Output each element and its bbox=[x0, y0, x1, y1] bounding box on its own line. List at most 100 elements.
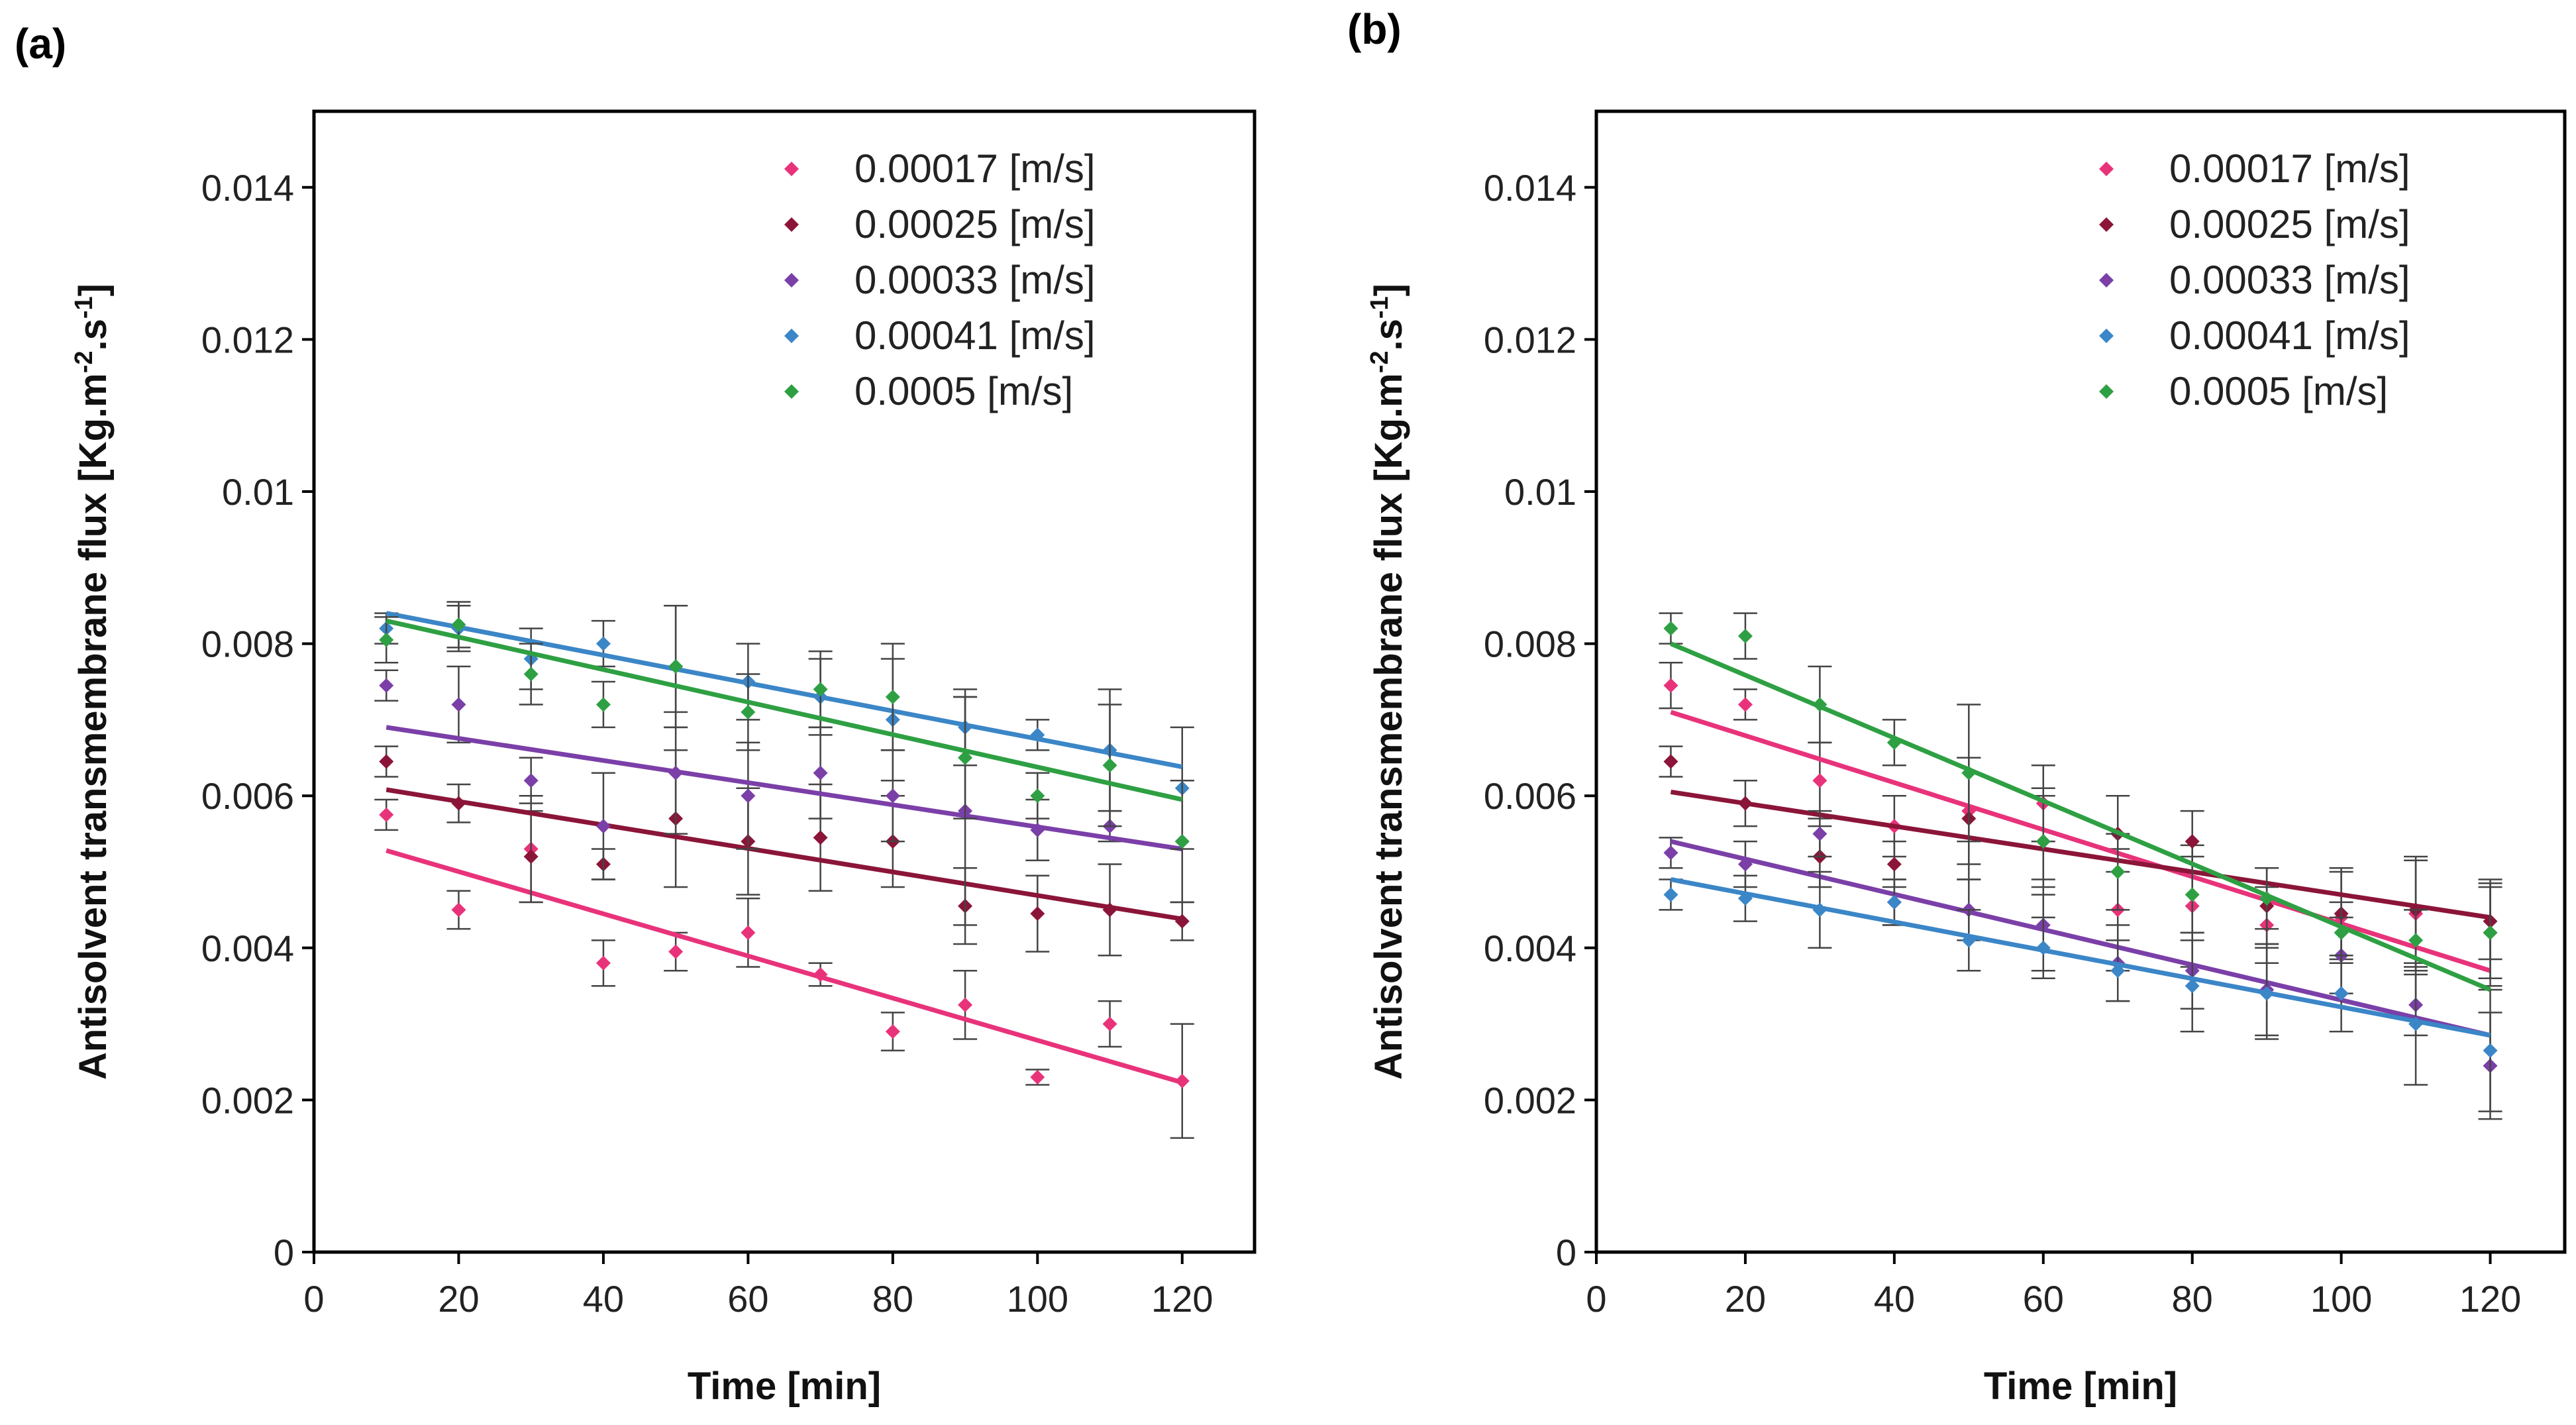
legend-label: 0.0005 [m/s] bbox=[854, 369, 1073, 413]
data-point bbox=[451, 796, 466, 811]
trend-line bbox=[1670, 790, 2491, 920]
data-point bbox=[741, 925, 756, 940]
data-point bbox=[1737, 796, 1753, 811]
data-point bbox=[1737, 857, 1753, 872]
legend-marker bbox=[2099, 217, 2114, 232]
data-point bbox=[595, 955, 611, 971]
trend-line bbox=[1670, 839, 2491, 1038]
legend-label: 0.00041 [m/s] bbox=[2169, 313, 2410, 358]
plot-area bbox=[312, 109, 1257, 1254]
data-point bbox=[1886, 894, 1902, 910]
x-tick-label: 20 bbox=[1725, 1278, 1766, 1320]
panel-b: (b) Time [min] Antisolvent transmembrane… bbox=[1347, 5, 2567, 1408]
data-point bbox=[595, 636, 611, 651]
data-point bbox=[2483, 925, 2498, 940]
data-point bbox=[1812, 826, 1828, 841]
y-tick-label: 0 bbox=[274, 1232, 294, 1273]
data-point bbox=[2334, 925, 2349, 940]
legend-label: 0.00033 [m/s] bbox=[854, 258, 1096, 302]
y-tick-label: 0.004 bbox=[1484, 927, 1576, 969]
data-point bbox=[1886, 735, 1902, 750]
data-point bbox=[1102, 1016, 1117, 1031]
data-point bbox=[1030, 727, 1045, 743]
data-point bbox=[523, 666, 539, 682]
data-point bbox=[2334, 986, 2349, 1001]
data-point bbox=[595, 697, 611, 712]
data-point bbox=[1030, 1069, 1045, 1084]
legend-label: 0.0005 [m/s] bbox=[2169, 369, 2388, 413]
x-tick-label: 120 bbox=[2459, 1278, 2521, 1320]
data-point bbox=[451, 617, 466, 632]
trend-line bbox=[386, 848, 1183, 1085]
trend-line bbox=[386, 787, 1183, 922]
data-point bbox=[958, 997, 973, 1012]
data-point bbox=[1663, 754, 1678, 769]
data-point bbox=[1663, 621, 1678, 636]
data-point bbox=[2408, 933, 2424, 948]
x-tick-label: 80 bbox=[2172, 1278, 2213, 1320]
legend-marker bbox=[2099, 384, 2114, 399]
x-tick-label: 60 bbox=[727, 1278, 768, 1320]
data-point bbox=[451, 902, 466, 918]
y-tick-label: 0.008 bbox=[201, 623, 294, 665]
data-point bbox=[523, 773, 539, 788]
data-point bbox=[813, 682, 828, 697]
y-tick-label: 0.008 bbox=[1484, 623, 1576, 665]
plot-area bbox=[1594, 109, 2567, 1254]
data-point bbox=[1030, 822, 1045, 837]
legend-label: 0.00025 [m/s] bbox=[854, 202, 1096, 246]
chart-marks: 0 0.002 0.004 0.006 0.008 0.01 0.012 0.014 0 20 40… bbox=[201, 146, 1213, 1320]
data-point bbox=[741, 704, 756, 719]
data-point bbox=[1886, 857, 1902, 872]
x-axis-title: Time [min] bbox=[688, 1365, 881, 1408]
y-tick-label: 0 bbox=[1556, 1232, 1576, 1273]
data-point bbox=[813, 830, 828, 845]
x-tick-label: 20 bbox=[438, 1278, 479, 1320]
y-tick-label: 0.004 bbox=[201, 927, 294, 969]
legend-label: 0.00017 [m/s] bbox=[854, 146, 1096, 191]
data-point bbox=[379, 754, 394, 769]
data-point bbox=[2110, 963, 2126, 978]
data-point bbox=[1812, 902, 1828, 918]
data-point bbox=[885, 689, 900, 704]
trend-line bbox=[1670, 710, 2491, 973]
legend-label: 0.00033 [m/s] bbox=[2169, 258, 2410, 302]
data-point bbox=[379, 632, 394, 647]
data-point bbox=[2259, 986, 2275, 1001]
data-point bbox=[379, 807, 394, 822]
data-point bbox=[668, 765, 684, 780]
data-point bbox=[379, 678, 394, 693]
x-tick-label: 40 bbox=[583, 1278, 624, 1320]
data-point bbox=[595, 819, 611, 834]
data-point bbox=[1030, 788, 1045, 804]
data-point bbox=[1812, 697, 1828, 712]
trend-line bbox=[386, 611, 1183, 770]
legend-marker bbox=[784, 217, 799, 232]
panel-a: (a) Time [min] Antisolvent transmembrane… bbox=[15, 20, 1257, 1408]
data-point bbox=[2259, 891, 2275, 906]
trend-line bbox=[1670, 641, 2491, 992]
data-point bbox=[1961, 765, 1977, 780]
data-point bbox=[1663, 678, 1678, 693]
y-tick-label: 0.014 bbox=[1484, 167, 1576, 209]
x-tick-label: 120 bbox=[1151, 1278, 1213, 1320]
data-point bbox=[958, 750, 973, 765]
data-point bbox=[2035, 940, 2051, 955]
data-point bbox=[1737, 697, 1753, 712]
trend-line bbox=[386, 725, 1183, 852]
legend-marker bbox=[784, 384, 799, 399]
data-point bbox=[741, 788, 756, 804]
data-point bbox=[668, 944, 684, 959]
data-point bbox=[1174, 914, 1190, 929]
data-point bbox=[813, 967, 828, 982]
chart-marks: 0 0.002 0.004 0.006 0.008 0.01 0.012 0.014 0 20 40… bbox=[1484, 146, 2521, 1320]
data-point bbox=[2185, 978, 2200, 994]
data-point bbox=[1174, 1073, 1190, 1088]
data-point bbox=[668, 659, 684, 674]
x-tick-label: 100 bbox=[2310, 1278, 2372, 1320]
legend-marker bbox=[784, 329, 799, 343]
data-point bbox=[1737, 629, 1753, 644]
data-point bbox=[1030, 906, 1045, 922]
legend-label: 0.00041 [m/s] bbox=[854, 313, 1096, 358]
